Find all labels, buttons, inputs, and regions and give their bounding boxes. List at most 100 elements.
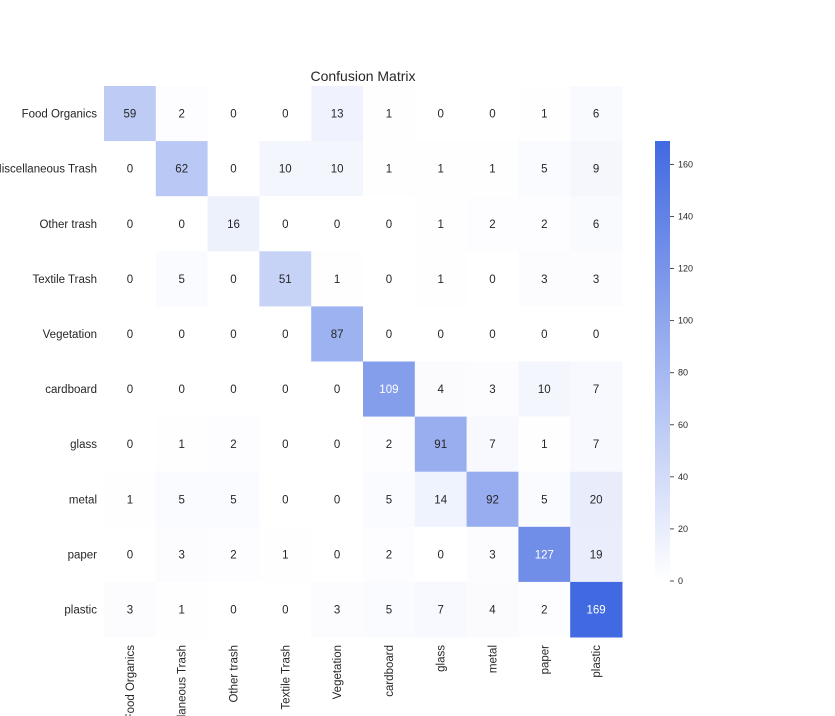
cell-value-label: 127	[535, 549, 554, 561]
heatmap-cell	[570, 416, 623, 473]
heatmap-cell	[155, 251, 209, 307]
cell-value-label: 1	[437, 274, 443, 286]
heatmap-cell	[104, 86, 157, 142]
heatmap-cell	[570, 251, 623, 307]
heatmap-cell	[414, 306, 468, 362]
cell-value-label: 0	[386, 274, 392, 286]
cell-value-label: 9	[593, 164, 599, 176]
cell-value-label: 14	[434, 494, 447, 506]
column-label: Vegetation	[332, 645, 344, 699]
chart-title: Confusion Matrix	[310, 68, 415, 84]
row-label: metal	[69, 494, 97, 506]
heatmap-cell	[518, 416, 571, 473]
heatmap-cell	[259, 86, 312, 142]
cell-value-label: 0	[127, 439, 133, 451]
heatmap-cell	[570, 306, 623, 362]
heatmap-cell	[259, 251, 312, 307]
heatmap-cell	[363, 471, 416, 528]
heatmap-cell	[311, 196, 364, 252]
cell-value-label: 87	[331, 329, 344, 341]
cell-value-label: 0	[437, 549, 443, 561]
heatmap-cell	[414, 251, 468, 307]
colorbar-tick-label: 20	[678, 524, 688, 534]
heatmap-cell	[466, 581, 519, 638]
heatmap-cell	[363, 361, 416, 418]
cell-value-label: 0	[230, 329, 236, 341]
heatmap-cell	[207, 581, 260, 638]
row-label: paper	[68, 549, 98, 561]
heatmap-cell	[104, 251, 157, 307]
cell-value-label: 0	[127, 329, 133, 341]
cell-value-label: 3	[127, 604, 133, 616]
heatmap-cell	[155, 86, 209, 142]
cell-value-label: 0	[127, 274, 133, 286]
heatmap-cell	[518, 581, 571, 638]
row-label: Vegetation	[43, 329, 97, 341]
heatmap-cell	[311, 251, 364, 307]
heatmap-cell	[363, 251, 416, 307]
row-labels: Food Organics Miscellaneous Trash Other tr…	[0, 109, 97, 617]
cell-value-label: 2	[541, 604, 547, 616]
heatmap-cell	[570, 86, 623, 142]
heatmap-cell	[363, 306, 416, 362]
cell-value-label: 1	[334, 274, 340, 286]
cell-value-label: 0	[282, 494, 288, 506]
heatmap-cell	[311, 86, 364, 142]
heatmap-cell	[363, 196, 416, 252]
heatmap-cell	[104, 471, 157, 528]
row-label: Food Organics	[22, 109, 98, 121]
cell-value-label: 4	[489, 604, 496, 616]
heatmap-cell	[518, 306, 571, 362]
heatmap-cells: 59 2 0 0 13 1 0 0 1 60 62 0 10 10 1 1 1 5 90 0 16 0 0 0 1 2 2 60 5 0 5…	[104, 86, 623, 638]
heatmap-cell	[155, 526, 209, 583]
cell-value-label: 6	[593, 219, 599, 231]
heatmap-cell	[311, 526, 364, 583]
cell-value-label: 0	[282, 384, 288, 396]
cell-value-label: 0	[230, 384, 236, 396]
cell-value-label: 109	[379, 384, 398, 396]
cell-value-label: 5	[230, 494, 236, 506]
heatmap-cell	[518, 526, 571, 583]
cell-value-label: 2	[230, 439, 236, 451]
heatmap-cell	[207, 251, 260, 307]
heatmap-cell	[518, 196, 571, 252]
cell-value-label: 5	[178, 274, 184, 286]
heatmap-cell	[155, 196, 209, 252]
cell-value-label: 1	[282, 549, 288, 561]
cell-value-label: 1	[127, 494, 133, 506]
colorbar-tick-label: 160	[678, 159, 693, 169]
cell-value-label: 62	[175, 164, 188, 176]
cell-value-label: 16	[227, 219, 240, 231]
heatmap-cell	[518, 471, 571, 528]
cell-value-label: 0	[334, 549, 340, 561]
colorbar-tick-label: 120	[678, 264, 693, 274]
cell-value-label: 169	[587, 604, 606, 616]
cell-value-label: 5	[178, 494, 184, 506]
heatmap-cell	[259, 306, 312, 362]
cell-value-label: 2	[230, 549, 236, 561]
column-label: plastic	[591, 645, 603, 678]
cell-value-label: 0	[334, 219, 340, 231]
heatmap-cell	[570, 581, 623, 638]
heatmap-cell	[518, 86, 571, 142]
cell-value-label: 10	[279, 164, 292, 176]
cell-value-label: 5	[386, 494, 392, 506]
heatmap-cell	[363, 86, 416, 142]
cell-value-label: 5	[541, 494, 547, 506]
row-label: cardboard	[45, 384, 97, 396]
cell-value-label: 0	[282, 439, 288, 451]
heatmap-cell	[259, 416, 312, 473]
cell-value-label: 2	[489, 219, 495, 231]
cell-value-label: 3	[593, 274, 599, 286]
cell-value-label: 0	[127, 549, 133, 561]
cell-value-label: 0	[230, 274, 236, 286]
cell-value-label: 1	[178, 439, 184, 451]
heatmap-cell	[363, 581, 416, 638]
heatmap-cell	[207, 86, 260, 142]
cell-value-label: 3	[489, 549, 495, 561]
heatmap-cell	[207, 141, 260, 197]
heatmap-cell	[466, 361, 519, 418]
heatmap-cell	[570, 361, 623, 418]
cell-value-label: 0	[178, 219, 184, 231]
heatmap-cell	[259, 196, 312, 252]
